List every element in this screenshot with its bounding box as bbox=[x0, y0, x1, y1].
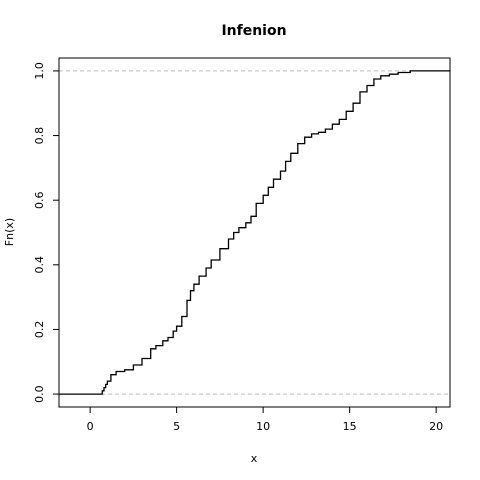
chart-title: Infenion bbox=[221, 23, 286, 39]
x-tick-label-1: 5 bbox=[173, 420, 180, 433]
y-tick-label-5: 1.0 bbox=[33, 62, 46, 80]
y-axis-label: Fn(x) bbox=[3, 218, 16, 246]
x-tick-label-4: 20 bbox=[429, 420, 443, 433]
x-axis: 0 5 10 15 20 bbox=[87, 407, 443, 433]
series-layer bbox=[59, 70, 450, 395]
y-axis: 0.0 0.2 0.4 0.6 0.8 1.0 bbox=[33, 62, 59, 403]
y-tick-label-2: 0.4 bbox=[33, 256, 46, 274]
y-tick-label-0: 0.0 bbox=[33, 385, 46, 403]
x-axis-label: x bbox=[251, 452, 258, 465]
x-tick-label-3: 15 bbox=[343, 420, 357, 433]
y-tick-label-1: 0.2 bbox=[33, 321, 46, 339]
ecdf-step-line-0 bbox=[59, 70, 450, 395]
x-tick-label-2: 10 bbox=[256, 420, 270, 433]
reference-lines bbox=[59, 70, 450, 395]
plot-box bbox=[58, 57, 451, 408]
x-tick-label-0: 0 bbox=[87, 420, 94, 433]
y-tick-label-3: 0.6 bbox=[33, 191, 46, 209]
y-tick-label-4: 0.8 bbox=[33, 127, 46, 145]
